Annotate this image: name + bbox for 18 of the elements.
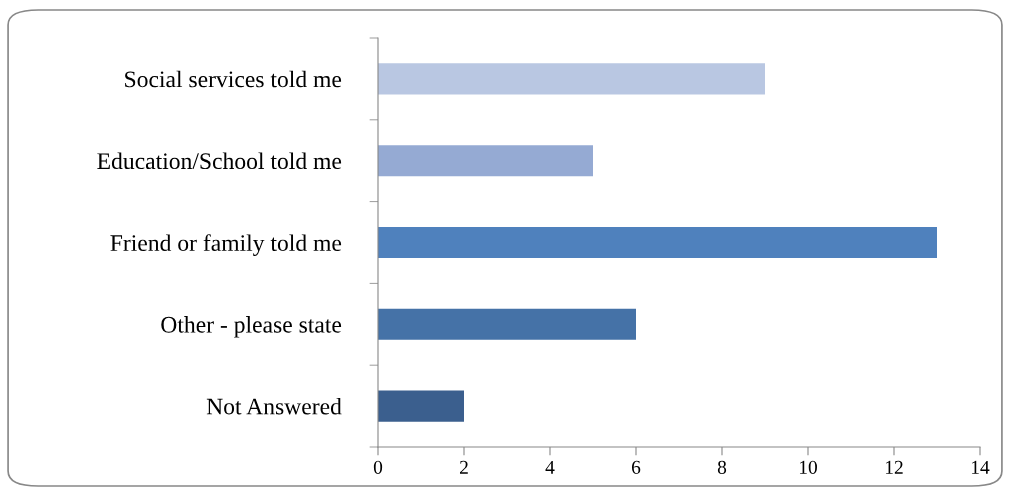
x-tick-label: 14 bbox=[971, 460, 990, 474]
y-tick-label: Other - please state bbox=[161, 316, 342, 338]
x-tick-label: 12 bbox=[885, 460, 903, 474]
x-tick-label: 10 bbox=[799, 460, 817, 474]
y-tick-label: Education/School told me bbox=[97, 152, 342, 170]
bar bbox=[378, 390, 464, 422]
x-tick-label: 8 bbox=[717, 460, 727, 474]
x-tick-label: 2 bbox=[459, 460, 468, 474]
x-tick-label: 0 bbox=[373, 460, 383, 474]
y-tick-label: Social services told me bbox=[125, 70, 342, 88]
bar bbox=[378, 145, 593, 177]
y-tick-label: Not Answered bbox=[206, 397, 342, 415]
bar bbox=[378, 308, 636, 340]
x-tick-label: 4 bbox=[545, 460, 555, 474]
bar bbox=[378, 226, 937, 259]
bar bbox=[378, 63, 765, 95]
x-tick-label: 6 bbox=[631, 460, 641, 474]
y-tick-label: Friend or family told me bbox=[110, 234, 342, 256]
